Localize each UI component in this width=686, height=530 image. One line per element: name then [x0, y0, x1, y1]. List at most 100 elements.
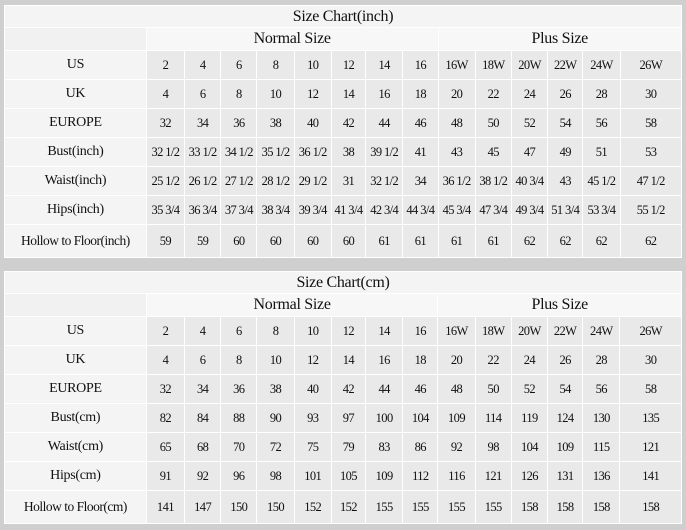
row-label: UK [4, 79, 147, 109]
size-value-cell: 109 [365, 461, 404, 491]
size-value-cell: 61 [474, 224, 512, 258]
size-value-cell: 112 [402, 461, 439, 491]
size-value-cell: 152 [330, 490, 367, 524]
size-value-cell: 42 [330, 108, 367, 138]
size-value-cell: 32 1/2 [365, 166, 404, 196]
size-value-cell: 4 [145, 345, 186, 375]
size-value-cell: 32 1/2 [145, 137, 186, 167]
size-value-cell: 35 1/2 [256, 137, 295, 167]
size-value-cell: 41 [402, 137, 439, 167]
table-row: US 2 4 6 8 10 12 14 16 16W 18W 20W 22W 24W 26W [4, 316, 682, 346]
size-value-cell: 16W [437, 50, 476, 80]
table-row: Bust(inch) 32 1/2 33 1/2 34 1/2 35 1/2 36 1/2… [4, 137, 683, 167]
size-value-cell: 26W [619, 316, 682, 346]
size-value-cell: 36 [220, 374, 258, 404]
size-value-cell: 92 [184, 461, 222, 491]
size-value-cell: 10 [256, 345, 295, 375]
size-value-cell: 93 [293, 403, 332, 433]
size-value-cell: 49 [547, 137, 584, 167]
size-value-cell: 104 [510, 432, 549, 462]
size-value-cell: 4 [145, 79, 186, 109]
row-label: Bust(inch) [4, 137, 147, 167]
blank-header-cell [4, 27, 147, 51]
size-value-cell: 61 [437, 224, 476, 258]
size-value-cell: 84 [184, 403, 222, 433]
size-value-cell: 24W [582, 316, 621, 346]
size-value-cell: 26W [619, 50, 683, 80]
size-value-cell: 82 [145, 403, 186, 433]
size-value-cell: 12 [293, 79, 332, 109]
row-label: Waist(inch) [4, 166, 147, 196]
size-value-cell: 16 [402, 50, 439, 80]
plus-size-header: Plus Size [437, 27, 682, 51]
size-value-cell: 24W [582, 50, 621, 80]
size-value-cell: 54 [547, 374, 584, 404]
size-value-cell: 24 [510, 79, 549, 109]
table-row: UK 4 6 8 10 12 14 16 18 20 22 24 26 28 30 [4, 345, 682, 375]
size-value-cell: 141 [145, 490, 186, 524]
size-value-cell: 119 [510, 403, 549, 433]
size-value-cell: 35 3/4 [145, 195, 186, 225]
size-value-cell: 25 1/2 [145, 166, 186, 196]
size-value-cell: 47 [510, 137, 549, 167]
row-label: Hips(cm) [4, 461, 147, 491]
size-value-cell: 158 [510, 490, 549, 524]
size-value-cell: 38 [256, 374, 295, 404]
size-value-cell: 8 [256, 50, 295, 80]
size-value-cell: 26 [547, 345, 584, 375]
size-value-cell: 47 1/2 [619, 166, 683, 196]
table-row: Waist(inch) 25 1/2 26 1/2 27 1/2 28 1/2 29 1/… [4, 166, 683, 196]
size-value-cell: 27 1/2 [220, 166, 258, 196]
size-value-cell: 59 [184, 224, 222, 258]
size-value-cell: 37 3/4 [220, 195, 258, 225]
size-value-cell: 58 [619, 374, 682, 404]
size-value-cell: 16 [365, 345, 404, 375]
size-value-cell: 92 [437, 432, 476, 462]
size-value-cell: 55 1/2 [619, 195, 683, 225]
size-value-cell: 47 3/4 [474, 195, 512, 225]
size-value-cell: 44 [365, 374, 404, 404]
size-value-cell: 18W [474, 50, 512, 80]
size-value-cell: 20 [437, 345, 476, 375]
row-label: Hips(inch) [4, 195, 147, 225]
size-value-cell: 28 [582, 345, 621, 375]
size-value-cell: 49 3/4 [510, 195, 549, 225]
section-row: Normal Size Plus Size [4, 293, 682, 317]
size-value-cell: 34 1/2 [220, 137, 258, 167]
row-label: EUROPE [4, 374, 147, 404]
size-value-cell: 24 [510, 345, 549, 375]
size-value-cell: 10 [256, 79, 295, 109]
section-row: Normal Size Plus Size [4, 27, 682, 51]
size-value-cell: 45 1/2 [582, 166, 621, 196]
size-value-cell: 30 [619, 79, 683, 109]
size-value-cell: 20W [510, 50, 549, 80]
size-value-cell: 104 [402, 403, 439, 433]
size-value-cell: 36 1/2 [293, 137, 332, 167]
size-value-cell: 126 [510, 461, 549, 491]
size-value-cell: 155 [437, 490, 476, 524]
row-label: UK [4, 345, 147, 375]
size-value-cell: 50 [474, 374, 512, 404]
size-value-cell: 114 [474, 403, 512, 433]
size-value-cell: 96 [220, 461, 258, 491]
size-value-cell: 34 [184, 108, 222, 138]
size-value-cell: 14 [365, 316, 404, 346]
size-value-cell: 141 [619, 461, 682, 491]
size-value-cell: 36 1/2 [437, 166, 476, 196]
size-value-cell: 22 [474, 79, 512, 109]
size-value-cell: 20 [437, 79, 476, 109]
size-value-cell: 135 [619, 403, 682, 433]
size-value-cell: 33 1/2 [184, 137, 222, 167]
blank-header-cell [4, 293, 147, 317]
size-value-cell: 22 [474, 345, 512, 375]
size-value-cell: 50 [474, 108, 512, 138]
plus-size-header: Plus Size [437, 293, 682, 317]
size-value-cell: 60 [220, 224, 258, 258]
size-value-cell: 152 [293, 490, 332, 524]
size-value-cell: 98 [474, 432, 512, 462]
size-value-cell: 45 [474, 137, 512, 167]
table-row: Hips(cm) 91 92 96 98 101 105 109 112 116 121 126 131… [4, 461, 682, 491]
table-row: US 2 4 6 8 10 12 14 16 16W 18W 20W 22W 24W 26W [4, 50, 683, 80]
size-value-cell: 75 [293, 432, 332, 462]
size-value-cell: 56 [582, 374, 621, 404]
